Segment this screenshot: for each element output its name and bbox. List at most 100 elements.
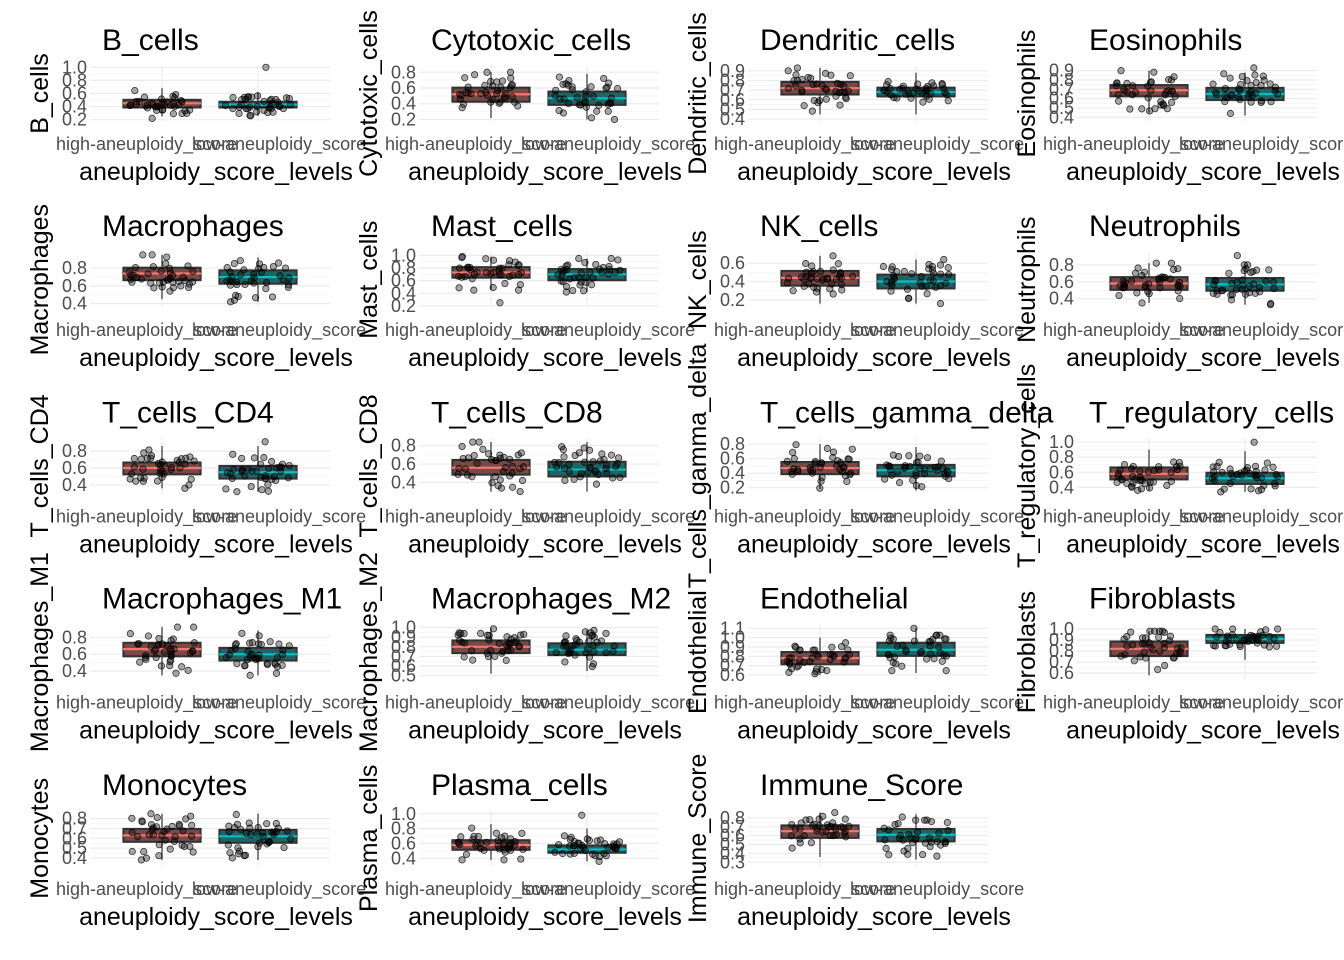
data-point — [284, 281, 293, 289]
data-point — [943, 91, 951, 99]
data-point — [604, 270, 613, 278]
y-tick-label: 0.6 — [1049, 663, 1074, 683]
data-point — [569, 286, 577, 295]
data-point — [586, 268, 594, 276]
data-point — [845, 455, 853, 463]
data-point — [253, 92, 262, 100]
panel-title: T_cells_CD4 — [102, 396, 274, 429]
y-tick-label: 0.6 — [62, 644, 87, 664]
data-point — [817, 477, 825, 485]
data-point — [942, 666, 950, 675]
data-point — [561, 638, 570, 646]
data-point — [461, 74, 469, 82]
data-point — [942, 652, 951, 660]
data-point — [272, 95, 280, 104]
box-high — [451, 625, 531, 674]
data-point — [609, 474, 617, 482]
x-axis-title: aneuploidy_score_levels — [79, 717, 353, 745]
data-point — [460, 100, 468, 108]
data-point — [1251, 634, 1259, 642]
data-point — [571, 641, 580, 649]
data-point — [1147, 643, 1155, 651]
data-point — [823, 86, 831, 94]
data-point — [277, 468, 285, 476]
data-point — [616, 473, 624, 482]
data-point — [1251, 472, 1260, 480]
data-point — [1251, 462, 1260, 470]
data-point — [578, 811, 586, 819]
x-axis-title: aneuploidy_score_levels — [1066, 530, 1340, 558]
y-tick-label: 1.0 — [1049, 432, 1074, 452]
data-point — [148, 114, 156, 122]
data-point — [816, 463, 824, 472]
y-tick-label: 0.8 — [391, 436, 416, 456]
data-point — [1265, 643, 1273, 651]
data-point — [902, 90, 910, 98]
y-tick-label: 0.8 — [62, 258, 87, 278]
data-point — [790, 455, 798, 463]
data-point — [841, 471, 849, 480]
data-point — [247, 482, 255, 491]
data-point — [268, 828, 276, 836]
x-tick-label: high-aneuploidy_score — [1043, 506, 1224, 527]
data-point — [889, 635, 897, 643]
data-point — [1211, 277, 1219, 285]
y-tick-label: 0.4 — [62, 475, 87, 495]
y-axis-title: Eosinophils — [1013, 30, 1041, 158]
data-point — [251, 294, 260, 302]
data-point — [793, 663, 801, 671]
data-point — [841, 815, 849, 823]
data-point — [941, 839, 949, 848]
data-point — [134, 640, 142, 648]
data-point — [150, 647, 158, 655]
data-point — [491, 473, 499, 481]
data-point — [1145, 484, 1154, 492]
box-low — [547, 626, 627, 671]
data-point — [580, 444, 588, 452]
data-point — [247, 831, 255, 839]
data-point — [1128, 277, 1136, 285]
data-point — [1138, 640, 1147, 648]
data-point — [945, 271, 953, 279]
y-axis-title: Immune_Score — [684, 754, 712, 924]
data-point — [155, 634, 163, 643]
data-point — [1210, 472, 1219, 481]
data-point — [490, 256, 498, 264]
data-point — [459, 454, 467, 463]
data-point — [230, 296, 239, 304]
data-point — [1267, 299, 1275, 308]
data-point — [246, 639, 254, 647]
data-point — [169, 635, 177, 643]
box-low — [876, 624, 956, 675]
y-tick-label: 0.4 — [391, 94, 416, 114]
data-point — [1261, 466, 1269, 474]
data-point — [483, 68, 491, 76]
data-point — [455, 264, 464, 272]
data-point — [495, 264, 504, 272]
data-point — [140, 93, 149, 101]
data-point — [802, 259, 810, 268]
x-tick-label: low-aneuploidy_score — [521, 134, 695, 155]
data-point — [458, 104, 466, 112]
data-point — [469, 835, 477, 843]
data-point — [138, 817, 146, 825]
box-low — [547, 442, 627, 492]
data-point — [144, 101, 152, 109]
data-point — [1117, 652, 1125, 660]
data-point — [1244, 261, 1252, 269]
data-point — [893, 468, 902, 476]
x-tick-label: high-aneuploidy_score — [56, 506, 237, 527]
x-tick-label: high-aneuploidy_score — [56, 320, 237, 341]
x-axis-title: aneuploidy_score_levels — [408, 903, 682, 931]
x-tick-label: high-aneuploidy_score — [714, 134, 895, 155]
data-point — [566, 275, 574, 283]
y-tick-label: 0.5 — [391, 666, 416, 686]
y-axis-title: NK_cells — [684, 230, 712, 329]
data-point — [577, 269, 585, 277]
data-point — [265, 464, 273, 473]
panel-title: Dendritic_cells — [760, 24, 955, 57]
data-point — [495, 639, 503, 648]
data-point — [592, 467, 600, 475]
data-point — [157, 95, 166, 103]
